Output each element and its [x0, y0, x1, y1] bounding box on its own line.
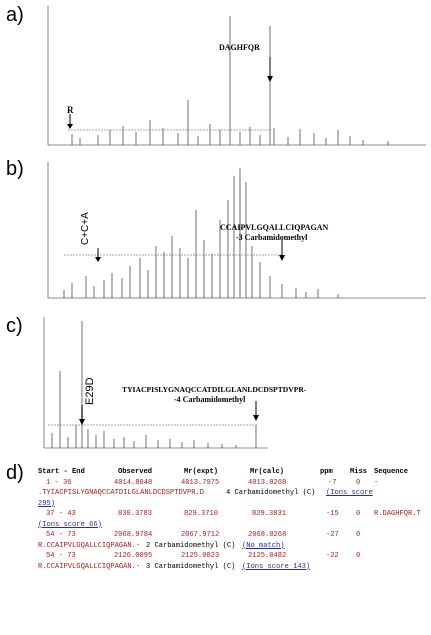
cell-mr-expt: 2067.9712	[181, 531, 220, 539]
table-row-continuation: R.CCAIPVLGQALLCIQPAGAN.- 2 Carbamidometh…	[38, 541, 428, 552]
cell-observed: 2126.0095	[114, 552, 153, 560]
cell-ppm: -15	[326, 510, 339, 518]
cell-ppm: -22	[326, 552, 339, 560]
col-sequence: Sequence	[374, 468, 409, 476]
cell-ppm: -27	[326, 531, 339, 539]
marker-label-a: R	[67, 105, 74, 115]
cell-range: 54 - 73	[46, 552, 76, 560]
spectrum-c	[38, 313, 430, 458]
spectrum-b	[38, 158, 430, 308]
panel-label-c: c)	[6, 315, 23, 337]
col-mr-calc: Mr(calc)	[250, 468, 285, 476]
col-ppm: ppm	[320, 468, 333, 476]
peptide-label-c-line2: -4 Carbamidomethyl	[174, 395, 246, 404]
marker-label-b: C+C+A	[80, 212, 91, 245]
cell-miss: 0	[356, 478, 361, 487]
peptide-label-b-line2: -3 Carbamidomethyl	[236, 233, 308, 242]
cell-observed: 830.3783	[118, 510, 153, 518]
col-miss: Miss	[350, 468, 368, 476]
cell-sequence-full: .TYIACPISLYGNAQCCATDILGLANLDCDSPTDVPR.D	[38, 489, 205, 497]
cell-range: 37 - 43	[46, 510, 76, 518]
ions-score-link[interactable]: (Ions score 143)	[242, 562, 311, 571]
cell-mr-calc: 2068.0268	[248, 531, 287, 539]
spectrum-b-plot	[47, 162, 426, 299]
col-observed: Observed	[118, 468, 153, 476]
col-mr-expt: Mr(expt)	[184, 468, 219, 476]
marker-label-c: E29D	[84, 377, 96, 405]
table-row-continuation: R.CCAIPVLGQALLCIQPAGAN.- 3 Carbamidometh…	[38, 562, 428, 573]
ions-score-link[interactable]: 295)	[38, 499, 56, 508]
table-row-continuation: (Ions score 66)	[38, 520, 428, 531]
cell-mr-calc: 829.3831	[252, 510, 287, 518]
cell-modification: 3 Carbamidomethyl (C)	[146, 562, 236, 571]
table-row: 37 - 43 830.3783 829.3710 829.3831 -15 0…	[38, 509, 428, 520]
ions-score-link[interactable]: (Ions score	[326, 489, 373, 497]
panel-label-b: b)	[6, 158, 24, 180]
spectrum-a-plot	[47, 6, 426, 146]
cell-mr-expt: 829.3710	[184, 510, 219, 518]
cell-range: 1 - 36	[46, 478, 72, 487]
table-row-continuation: .TYIACPISLYGNAQCCATDILGLANLDCDSPTDVPR.D …	[38, 488, 428, 499]
cell-mr-expt: 4013.7975	[181, 478, 220, 487]
cell-mr-expt: 2125.0023	[181, 552, 220, 560]
spectrum-a	[38, 2, 430, 152]
cell-mr-calc: 4013.8268	[248, 478, 287, 487]
cell-observed: 2068.9784	[114, 531, 153, 539]
table-row-continuation: 295)	[38, 499, 428, 510]
cell-sequence-full: R.CCAIPVLGQALLCIQPAGAN.-	[38, 541, 141, 550]
cell-mr-calc: 2125.0482	[248, 552, 287, 560]
cell-range: 54 - 73	[46, 531, 76, 539]
cell-miss: 0	[356, 552, 361, 560]
table-row: 1 - 36 4014.8048 4013.7975 4013.8268 -7 …	[38, 478, 428, 489]
results-table: Start - End Observed Mr(expt) Mr(calc) p…	[38, 467, 428, 572]
spectrum-b-peaks	[63, 168, 339, 298]
table-header: Start - End Observed Mr(expt) Mr(calc) p…	[38, 467, 428, 478]
peptide-label-b-line1: CCAIPVLGQALLCIQPAGAN	[220, 223, 329, 232]
cell-modification: 4 Carbamidomethyl (C)	[226, 489, 316, 497]
cell-sequence: R.DAGHFQR.T	[374, 510, 421, 518]
cell-miss: 0	[356, 531, 361, 539]
peptide-label-c-line1: TYIACPISLYGNAQCCATDILGLANLDCDSPTDVPR-	[122, 385, 307, 394]
table-row: 54 - 73 2068.9784 2067.9712 2068.0268 -2…	[38, 530, 428, 541]
cell-miss: 0	[356, 510, 361, 518]
col-start-end: Start - End	[38, 468, 85, 476]
spectrum-a-peaks	[71, 16, 389, 145]
panel-label-d: d)	[6, 462, 24, 484]
ions-score-link[interactable]: (Ions score 66)	[38, 520, 102, 529]
panel-label-a: a)	[6, 4, 24, 26]
cell-sequence-full: R.CCAIPVLGQALLCIQPAGAN.-	[38, 562, 141, 571]
cell-sequence: -	[374, 478, 379, 487]
cell-observed: 4014.8048	[114, 478, 153, 487]
spectrum-c-plot	[43, 317, 268, 449]
peptide-label-a: DAGHFQR	[219, 43, 260, 52]
spectrum-c-peaks	[51, 321, 257, 448]
table-row: 54 - 73 2126.0095 2125.0023 2125.0482 -2…	[38, 551, 428, 562]
cell-modification: 2 Carbamidomethyl (C)	[146, 541, 236, 550]
no-match-link[interactable]: (No match)	[242, 541, 285, 550]
cell-ppm: -7	[328, 478, 337, 487]
